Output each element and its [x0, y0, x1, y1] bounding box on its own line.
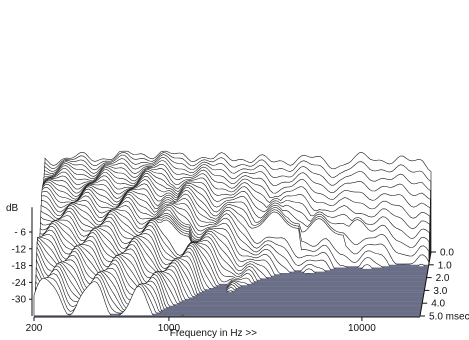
time-tick-label: 2.0 — [436, 273, 450, 284]
y-tick-label: -12 — [12, 244, 27, 255]
y-tick-label: -18 — [12, 261, 27, 272]
x-axis-ticks: 200 1000 10000 — [26, 316, 420, 334]
time-axis-line — [419, 251, 432, 317]
y-axis-title: dB — [6, 203, 19, 214]
waterfall-slices — [33, 150, 432, 317]
chart-axes: - 6 -12 -18 -24 -30 200 1000 10000 0.01.0 2.0 3.… — [6, 203, 469, 339]
x-axis-title: Frequency in Hz >> — [170, 328, 257, 339]
x-tick-label: 1000 — [158, 323, 181, 334]
x-tick-label: 10000 — [348, 323, 376, 334]
waterfall-slice — [33, 278, 420, 317]
time-axis-ticks: 0.01.0 2.0 3.0 4.0 5.0 msec — [419, 248, 469, 323]
y-tick-label: -24 — [12, 278, 27, 289]
y-tick-label: - 6 — [14, 228, 26, 239]
time-tick-label: 0.0 — [440, 248, 454, 259]
x-tick-label: 200 — [26, 323, 43, 334]
y-tick-label: -30 — [12, 295, 27, 306]
time-tick-label: 5.0 msec — [429, 312, 469, 323]
time-tick-label: 3.0 — [433, 286, 447, 297]
time-tick-label: 1.0 — [438, 260, 452, 271]
y-axis-ticks: - 6 -12 -18 -24 -30 — [12, 228, 32, 306]
time-tick-label: 4.0 — [431, 299, 445, 310]
